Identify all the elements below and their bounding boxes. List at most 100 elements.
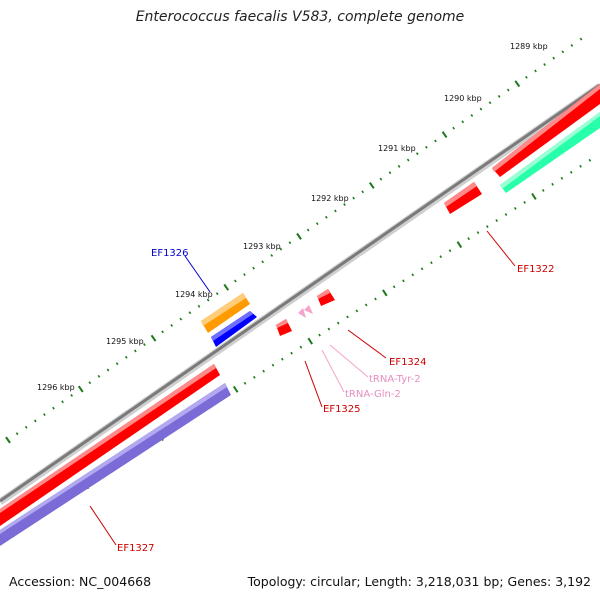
genome-backbone: [0, 83, 600, 505]
minor-tick: [271, 363, 275, 367]
minor-tick: [336, 321, 340, 325]
minor-tick: [497, 94, 501, 98]
tick-label-1290: 1290 kbp: [444, 94, 482, 103]
minor-tick: [534, 69, 537, 73]
minor-tick: [430, 261, 433, 265]
minor-tick: [215, 292, 219, 296]
minor-tick: [115, 362, 119, 366]
major-tick: [456, 241, 463, 249]
feature-green-band[interactable]: [500, 112, 600, 193]
minor-tick: [43, 413, 46, 416]
feature-ef1327-purple-band[interactable]: [0, 383, 231, 546]
major-tick: [531, 192, 537, 200]
minor-tick: [343, 203, 346, 206]
feature-trna-gln-2[interactable]: [298, 308, 306, 318]
outer-tick-ring: [5, 37, 583, 444]
minor-tick: [579, 164, 582, 168]
minor-tick: [411, 273, 415, 277]
minor-tick: [525, 75, 528, 79]
major-tick: [77, 385, 84, 393]
minor-tick: [397, 164, 401, 168]
map-title: Enterococcus faecalis V583, complete gen…: [135, 9, 465, 25]
accession-text: Accession: NC_004668: [9, 574, 152, 589]
label-leader-lines: [89, 230, 516, 546]
minor-tick: [261, 260, 265, 264]
minor-tick: [570, 44, 574, 47]
minor-tick: [206, 298, 210, 302]
feature-ef1322[interactable]: [444, 182, 482, 214]
tick-label-1296: 1296 kbp: [37, 383, 75, 392]
minor-tick: [234, 279, 237, 283]
major-tick: [514, 80, 521, 88]
minor-tick: [406, 158, 410, 162]
minor-tick: [552, 56, 556, 60]
minor-tick: [467, 237, 471, 241]
minor-tick: [315, 222, 319, 226]
minor-tick: [318, 333, 321, 337]
minor-tick: [306, 228, 310, 232]
minor-tick: [439, 255, 443, 259]
minor-tick: [579, 37, 583, 41]
gene-label-ef1324: EF1324: [389, 357, 427, 368]
major-tick: [232, 385, 239, 393]
feature-ef1326-orange[interactable]: [201, 293, 250, 333]
minor-tick: [52, 406, 55, 410]
tick-label-1294: 1294 kbp: [175, 290, 213, 299]
minor-tick: [124, 355, 128, 359]
tick-label-1295: 1295 kbp: [106, 337, 144, 346]
minor-tick: [33, 419, 37, 423]
feature-ef1325[interactable]: [276, 319, 292, 336]
minor-tick: [88, 381, 92, 385]
minor-tick: [24, 425, 28, 429]
minor-tick: [170, 324, 174, 327]
minor-tick: [479, 107, 483, 111]
minor-tick: [299, 345, 303, 349]
minor-tick: [188, 311, 192, 315]
minor-tick: [161, 330, 164, 334]
feature-trna-tyr-2[interactable]: [304, 305, 313, 314]
minor-tick: [324, 215, 328, 219]
gene-label-ef1325: EF1325: [323, 404, 361, 415]
minor-tick: [425, 145, 428, 149]
minor-tick: [361, 190, 365, 194]
feature-ef1321-red-band[interactable]: [492, 84, 600, 177]
minor-tick: [569, 170, 573, 174]
minor-tick: [476, 231, 480, 235]
minor-tick: [243, 381, 247, 385]
minor-tick: [70, 394, 74, 397]
minor-tick: [334, 209, 337, 213]
minor-tick: [279, 247, 283, 251]
minor-tick: [551, 182, 554, 186]
minor-tick: [461, 120, 465, 124]
minor-tick: [513, 207, 517, 210]
minor-tick: [143, 343, 146, 346]
minor-tick: [355, 309, 359, 313]
gene-label-trna-gln-2: tRNA-Gln-2: [345, 389, 401, 400]
feature-ef1324[interactable]: [317, 289, 335, 306]
minor-tick: [15, 432, 19, 436]
major-tick: [441, 131, 448, 139]
minor-tick: [543, 63, 546, 67]
feature-ef1327-red-band[interactable]: [0, 364, 220, 526]
gene-label-trna-tyr-2: tRNA-Tyr-2: [369, 374, 421, 385]
tick-label-1291: 1291 kbp: [378, 144, 416, 153]
minor-tick: [288, 241, 292, 245]
minor-tick: [197, 304, 201, 308]
minor-tick: [541, 188, 545, 192]
minor-tick: [523, 201, 526, 204]
gene-label-ef1327: EF1327: [117, 543, 155, 554]
minor-tick: [252, 266, 255, 270]
minor-tick: [504, 213, 508, 216]
minor-tick: [560, 176, 564, 180]
minor-tick: [402, 279, 405, 283]
minor-tick: [415, 152, 419, 156]
topology-summary-text: Topology: circular; Length: 3,218,031 bp…: [247, 574, 591, 589]
minor-tick: [374, 297, 377, 301]
feature-ef1326-blue[interactable]: [211, 311, 257, 347]
minor-tick: [506, 88, 510, 92]
minor-tick: [346, 315, 349, 319]
minor-tick: [470, 114, 474, 117]
minor-tick: [253, 375, 256, 379]
minor-tick: [488, 101, 492, 105]
